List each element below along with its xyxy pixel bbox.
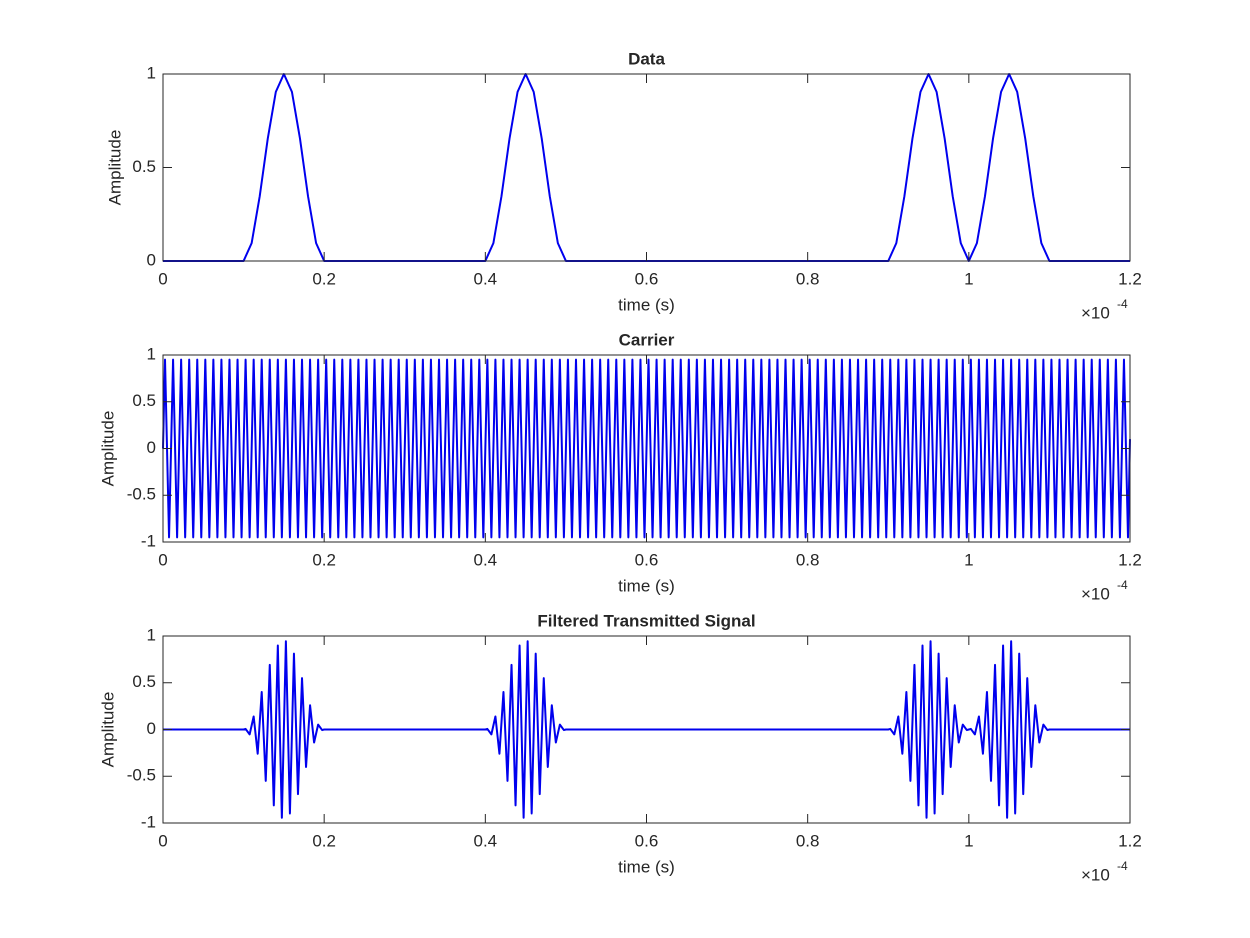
y-tick-label: 0.5 — [132, 672, 156, 691]
x-tick-label: 1.2 — [1118, 550, 1142, 569]
y-tick-label: 0.5 — [132, 157, 156, 176]
y-axis-label: Amplitude — [98, 411, 117, 487]
y-tick-label: -1 — [141, 531, 156, 550]
chart-title: Carrier — [619, 330, 675, 349]
x-tick-label: 0.6 — [635, 269, 659, 288]
y-tick-label: 1 — [147, 63, 156, 82]
x-multiplier-exponent: -4 — [1117, 859, 1128, 873]
x-tick-label: 0 — [158, 269, 167, 288]
x-multiplier-exponent: -4 — [1117, 578, 1128, 592]
y-tick-label: -0.5 — [127, 766, 156, 785]
x-multiplier-base: ×10 — [1081, 303, 1110, 322]
signal-line — [162, 358, 1131, 539]
chart-title: Data — [628, 49, 665, 68]
signal-line — [163, 640, 1130, 819]
x-tick-label: 0.6 — [635, 550, 659, 569]
x-tick-label: 1.2 — [1118, 831, 1142, 850]
x-axis-label: time (s) — [618, 857, 675, 876]
x-tick-label: 0.4 — [474, 550, 498, 569]
y-axis-label: Amplitude — [105, 130, 124, 206]
x-tick-label: 1 — [964, 269, 973, 288]
y-tick-label: 1 — [147, 625, 156, 644]
x-tick-label: 0.8 — [796, 831, 820, 850]
x-multiplier-base: ×10 — [1081, 865, 1110, 884]
x-multiplier-base: ×10 — [1081, 584, 1110, 603]
x-tick-label: 0.4 — [474, 831, 498, 850]
x-tick-label: 0 — [158, 831, 167, 850]
x-tick-label: 0.2 — [312, 269, 336, 288]
y-tick-label: 0.5 — [132, 391, 156, 410]
y-tick-label: 0 — [147, 719, 156, 738]
y-axis-label: Amplitude — [98, 692, 117, 768]
y-tick-label: -0.5 — [127, 485, 156, 504]
x-tick-label: 1 — [964, 550, 973, 569]
x-tick-label: 0.2 — [312, 550, 336, 569]
x-tick-label: 0.8 — [796, 269, 820, 288]
x-tick-label: 0.2 — [312, 831, 336, 850]
y-tick-label: 0 — [147, 438, 156, 457]
chart-title: Filtered Transmitted Signal — [537, 611, 755, 630]
y-tick-label: 1 — [147, 344, 156, 363]
x-tick-label: 1.2 — [1118, 269, 1142, 288]
y-tick-label: -1 — [141, 812, 156, 831]
axes-box — [163, 74, 1130, 261]
y-tick-label: 0 — [147, 250, 156, 269]
x-tick-label: 0.4 — [474, 269, 498, 288]
x-multiplier-exponent: -4 — [1117, 297, 1128, 311]
x-tick-label: 1 — [964, 831, 973, 850]
x-tick-label: 0 — [158, 550, 167, 569]
x-tick-label: 0.6 — [635, 831, 659, 850]
x-tick-label: 0.8 — [796, 550, 820, 569]
x-axis-label: time (s) — [618, 295, 675, 314]
x-axis-label: time (s) — [618, 576, 675, 595]
